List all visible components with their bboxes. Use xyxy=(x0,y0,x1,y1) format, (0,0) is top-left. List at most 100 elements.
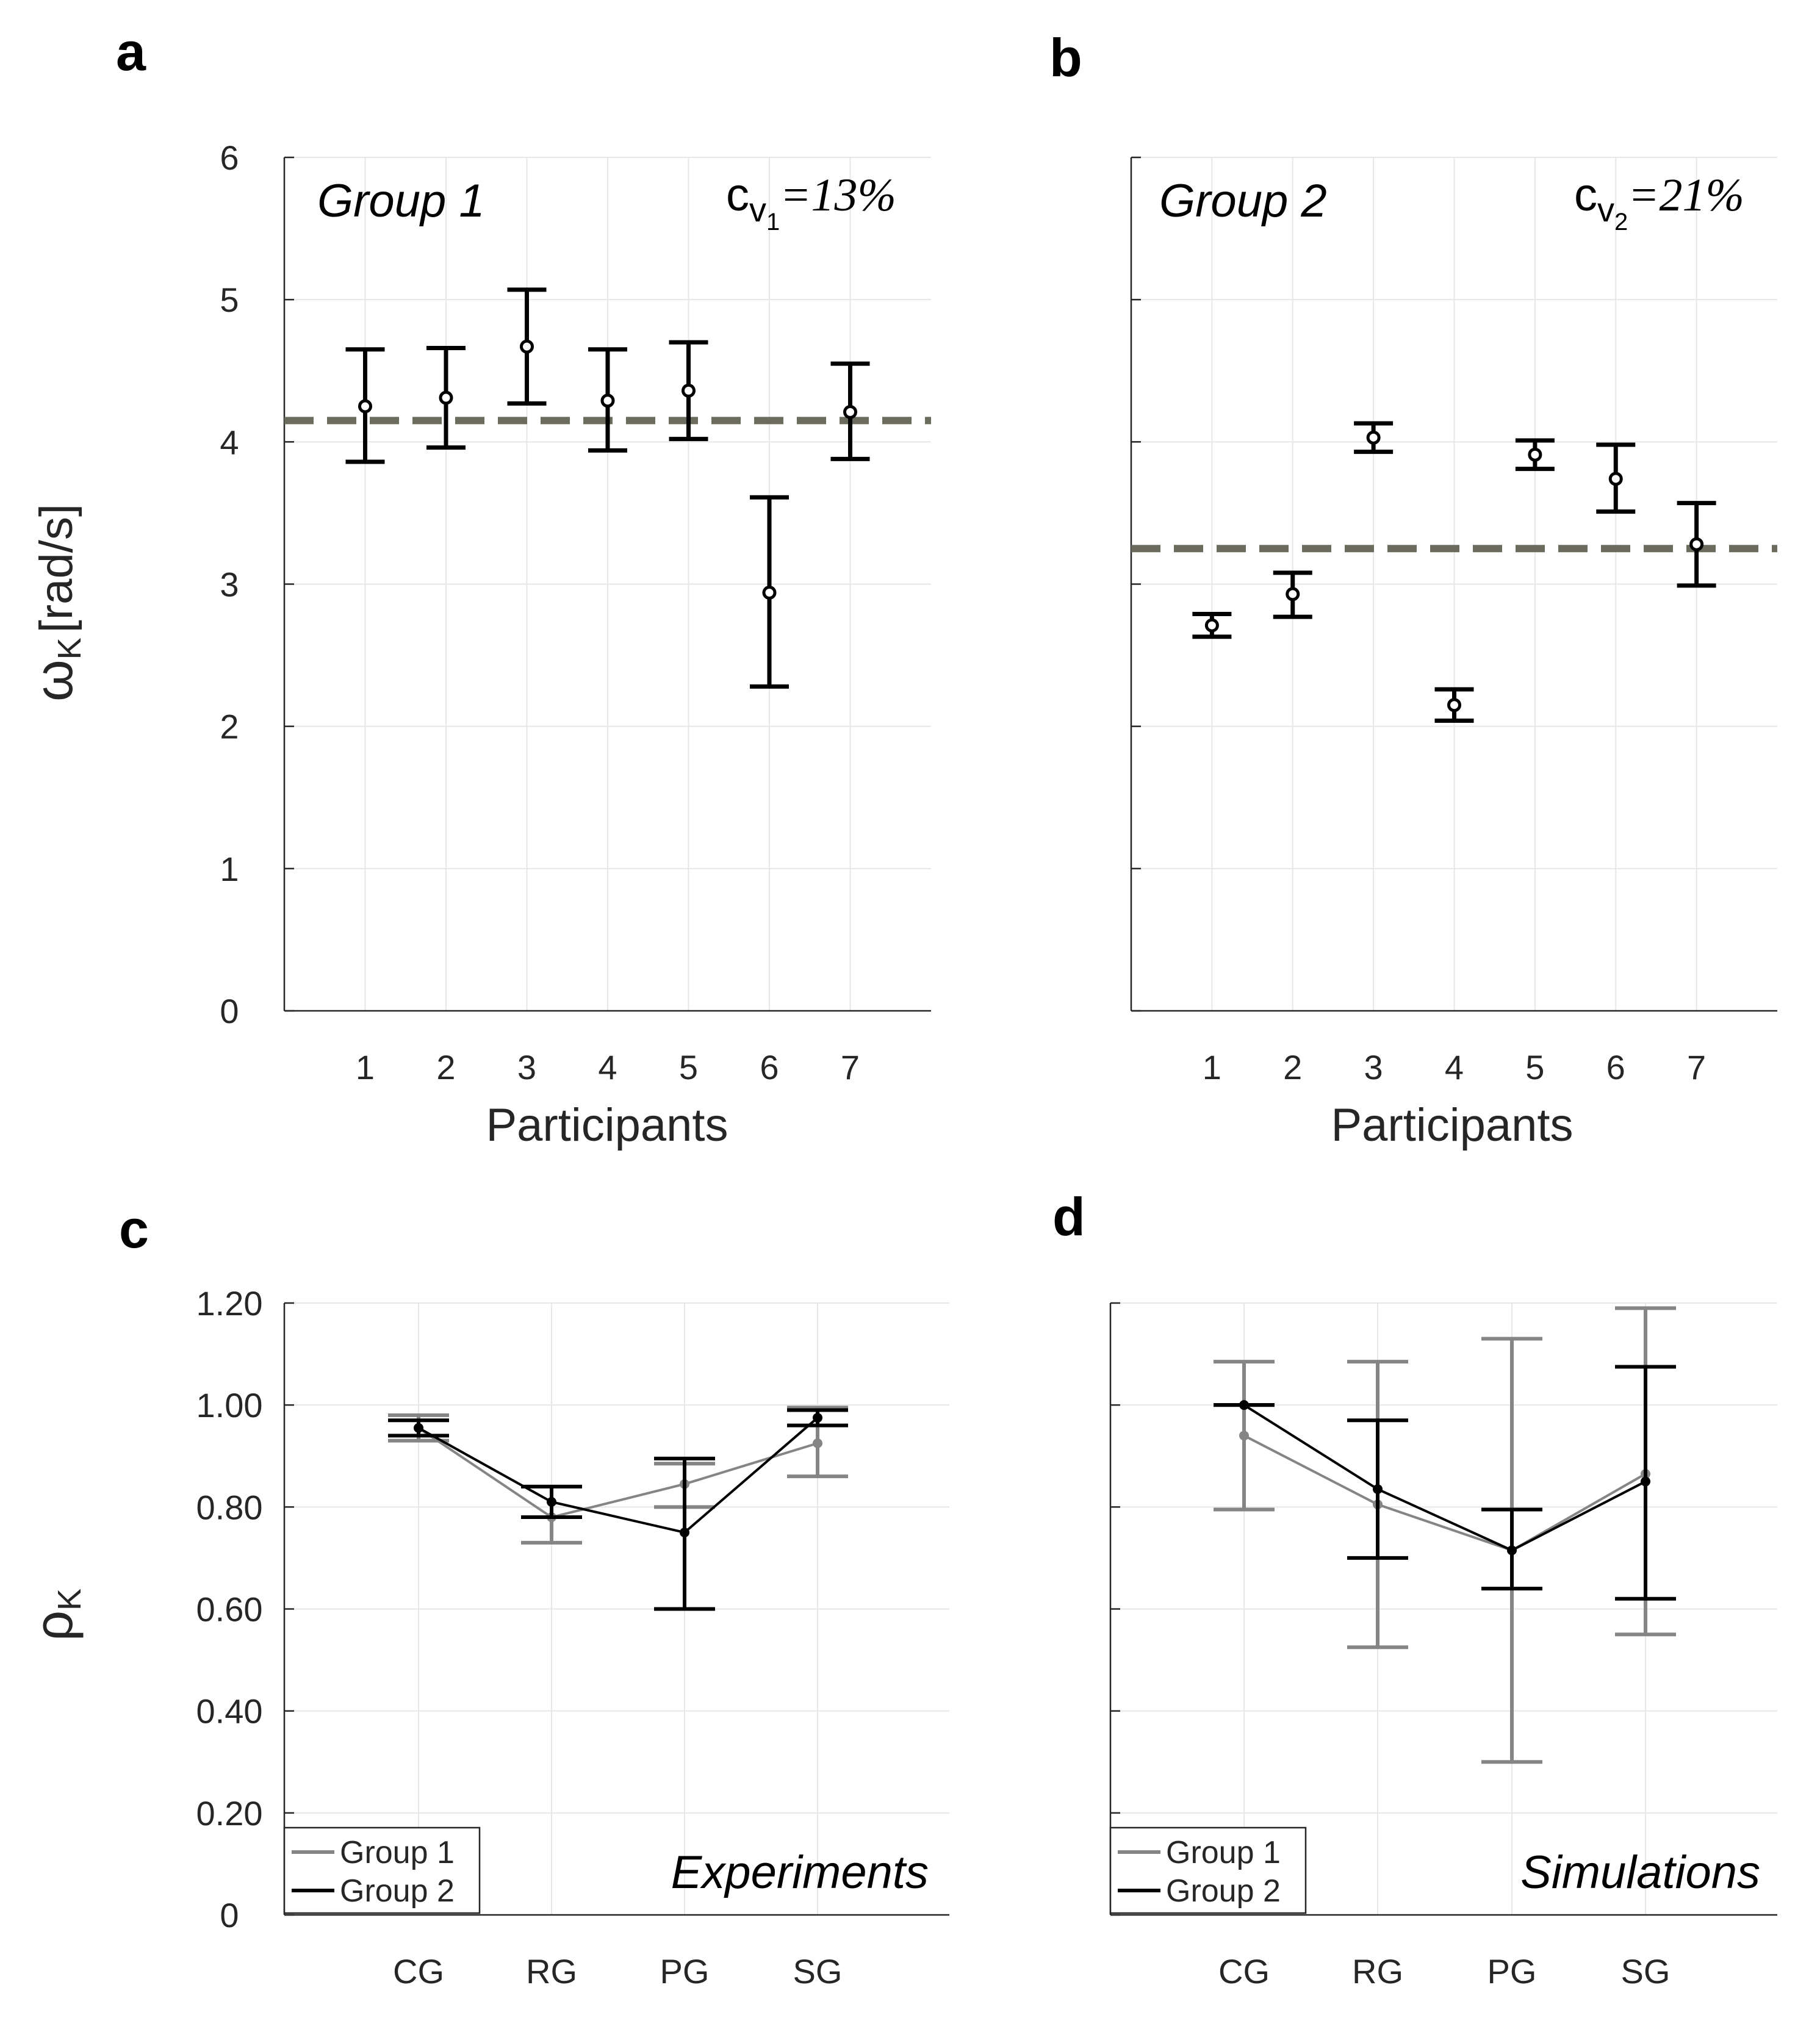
panel-d-legend-label-group2: Group 2 xyxy=(1166,1873,1281,1909)
panel-c-group2-data-point xyxy=(547,1496,556,1507)
panel-b-cv-value: =21% xyxy=(1628,170,1744,221)
panel-a-x-tick-label: 1 xyxy=(356,1048,375,1086)
panel-c-y-tick-label: 1.00 xyxy=(196,1386,263,1424)
panel-b-cv-sub2: 2 xyxy=(1614,209,1628,235)
panel-d-legend-label-group1: Group 1 xyxy=(1166,1835,1281,1870)
panel-b-cv-annotation: cv2=21% xyxy=(1574,169,1744,235)
panel-a-y-tick-label: 4 xyxy=(220,423,239,461)
panel-a-x-tick-label: 5 xyxy=(679,1048,698,1086)
top-y-axis-label: ωK [rad/s] xyxy=(23,504,88,702)
panel-c-y-tick-label: 0.60 xyxy=(196,1590,263,1629)
panel-a-group-title: Group 1 xyxy=(317,175,485,227)
panel-c-legend: Group 1 Group 2 xyxy=(283,1826,481,1914)
panel-d-x-tick-label: PG xyxy=(1487,1952,1537,1991)
panel-a-x-axis-label: Participants xyxy=(486,1099,728,1151)
panel-a-y-tick-label: 3 xyxy=(220,566,239,604)
panel-a-data-point xyxy=(843,404,857,419)
panel-d-group1-series-line xyxy=(1243,1434,1646,1552)
bottom-ylabel-sub: K xyxy=(51,1589,88,1610)
panel-letter-d: d xyxy=(1052,1187,1085,1247)
panel-a-data-point xyxy=(439,390,453,405)
panel-b-data-point xyxy=(1286,587,1300,601)
panel-d-legend-box xyxy=(1109,1826,1307,1914)
panel-b-data-point xyxy=(1204,618,1219,633)
panel-c-y-tick-label: 0.80 xyxy=(196,1488,263,1526)
panel-d-x-tick-label: SG xyxy=(1621,1952,1671,1991)
panel-b-data-point xyxy=(1447,698,1461,713)
panel-a-data-point xyxy=(682,383,696,398)
panel-c-x-tick-label: CG xyxy=(393,1952,444,1991)
panel-b-data-point xyxy=(1528,447,1542,462)
panel-a-cv-annotation: cv1=13% xyxy=(726,169,896,235)
panel-d-group2-data-point xyxy=(1373,1484,1383,1495)
panel-d-group2-series-line xyxy=(1243,1404,1646,1552)
top-ylabel-omega: ω xyxy=(23,659,84,702)
panel-a-cv-sub2: 1 xyxy=(766,209,780,235)
panel-b-group-title: Group 2 xyxy=(1159,175,1327,227)
panel-a-chart: 0 1 2 3 4 5 6 1 2 3 4 5 6 7 xyxy=(220,138,931,1086)
panel-a-x-tick-label: 2 xyxy=(436,1048,455,1086)
panel-b-x-axis-label: Participants xyxy=(1331,1099,1573,1151)
panel-b-x-tick-label: 6 xyxy=(1606,1048,1625,1086)
panel-a-x-tick-label: 7 xyxy=(841,1048,860,1086)
panel-d-corner-title: Simulations xyxy=(1520,1847,1760,1898)
panel-b-x-tick-label: 3 xyxy=(1364,1048,1383,1086)
panel-b-x-tick-label: 5 xyxy=(1525,1048,1544,1086)
panel-b-data-point xyxy=(1366,430,1381,445)
panel-c-legend-label-group1: Group 1 xyxy=(340,1835,455,1870)
panel-d-x-tick-label: CG xyxy=(1218,1952,1270,1991)
panel-a-x-tick-label: 6 xyxy=(760,1048,779,1086)
panel-c-y-tick-label: 0.40 xyxy=(196,1692,263,1731)
panel-a-data-point xyxy=(600,393,615,408)
panel-c-x-tick-label: RG xyxy=(526,1952,577,1991)
panel-b-data-point xyxy=(1689,537,1704,551)
panel-c-group2-data-point xyxy=(813,1413,822,1423)
panel-c-chart: 0 0.20 0.40 0.60 0.80 1.00 1.20 CG RG PG SG xyxy=(196,1284,949,1991)
top-ylabel-unit: [rad/s] xyxy=(31,504,82,633)
bottom-y-axis-label: ρK xyxy=(23,1589,88,1641)
panel-a-y-tick-label: 6 xyxy=(220,138,239,177)
panel-letter-b: b xyxy=(1049,27,1082,88)
panel-d-group2-data-point xyxy=(1641,1476,1650,1487)
panel-c-group1-series-line xyxy=(417,1427,818,1519)
panel-d-group2-data-point xyxy=(1239,1400,1249,1410)
panel-a-data-point xyxy=(762,585,777,600)
panel-b-data-point xyxy=(1608,472,1623,486)
panel-c-y-tick-label: 1.20 xyxy=(196,1284,263,1323)
panel-d-group1-data-point xyxy=(1239,1431,1249,1441)
panel-a-data-point xyxy=(520,339,534,354)
panel-letter-c: c xyxy=(119,1199,149,1259)
panel-d-chart: CG RG PG SG xyxy=(1109,1302,1777,1991)
panel-c-group2-series-line xyxy=(418,1417,819,1534)
panel-b-x-tick-label: 4 xyxy=(1445,1048,1464,1086)
panel-c-group2-data-point xyxy=(414,1423,423,1433)
panel-a-y-tick-label: 5 xyxy=(220,281,239,319)
panel-c-x-tick-label: PG xyxy=(660,1952,710,1991)
panel-a-data-point xyxy=(358,399,372,414)
panel-d-x-tick-label: RG xyxy=(1352,1952,1403,1991)
panel-a-y-tick-label: 0 xyxy=(220,992,239,1030)
panel-a-x-tick-label: 4 xyxy=(598,1048,617,1086)
panel-b-cv-symbol: c xyxy=(1574,169,1597,221)
panel-c-corner-title: Experiments xyxy=(671,1847,929,1898)
panel-c-legend-label-group2: Group 2 xyxy=(340,1873,455,1909)
panel-b-x-tick-label: 2 xyxy=(1283,1048,1302,1086)
panel-c-group1-data-point xyxy=(813,1438,822,1448)
svg-text:ρK: ρK xyxy=(23,1589,88,1641)
panel-a-x-tick-label: 3 xyxy=(517,1048,536,1086)
panel-d-legend: Group 1 Group 2 xyxy=(1109,1826,1307,1914)
panel-a-y-tick-label: 1 xyxy=(220,850,239,888)
panel-c-x-tick-label: SG xyxy=(793,1952,843,1991)
panel-c-legend-box xyxy=(283,1826,481,1914)
panel-a-cv-value: =13% xyxy=(780,170,896,221)
panel-c-y-tick-label: 0 xyxy=(220,1896,239,1934)
top-ylabel-sub: K xyxy=(51,637,88,659)
panel-a-cv-sub1: v xyxy=(749,190,766,229)
panel-d-group2-data-point xyxy=(1507,1545,1517,1556)
panel-b-cv-sub1: v xyxy=(1597,190,1614,229)
panel-a-cv-symbol: c xyxy=(726,169,749,221)
bottom-ylabel-rho: ρ xyxy=(23,1610,84,1641)
svg-text:ωK[rad/s]: ωK [rad/s] xyxy=(23,504,88,702)
panel-letter-a: a xyxy=(116,21,146,82)
